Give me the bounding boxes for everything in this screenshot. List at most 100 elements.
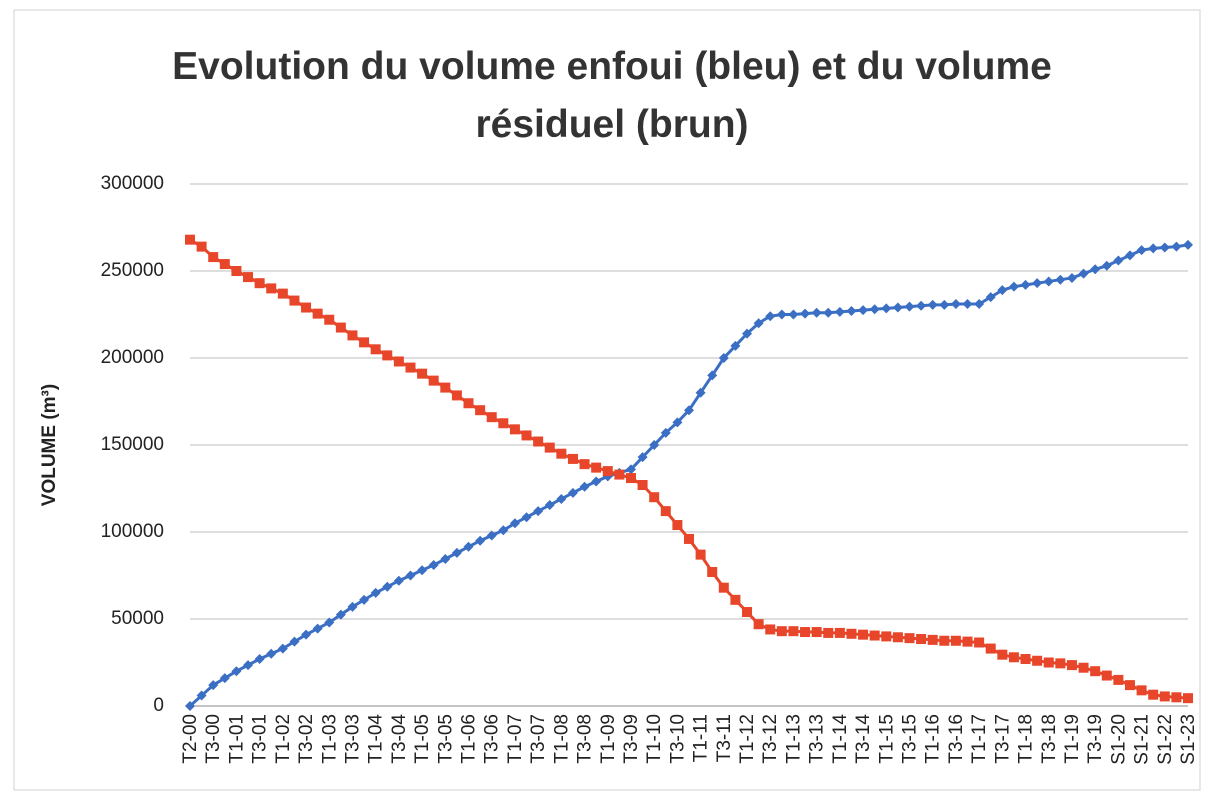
marker: [1066, 272, 1077, 283]
marker: [1183, 693, 1193, 704]
marker: [509, 424, 520, 435]
x-tick-label: S1-23: [1178, 714, 1199, 765]
marker: [742, 328, 753, 339]
marker: [684, 405, 694, 416]
marker: [649, 440, 660, 450]
x-tick-label: T3-01: [250, 714, 271, 764]
x-tick-label: T3-00: [203, 714, 224, 764]
marker: [231, 666, 242, 677]
marker: [869, 630, 880, 641]
marker: [892, 302, 903, 313]
marker: [788, 309, 799, 320]
x-tick-label: T3-13: [807, 714, 828, 764]
marker: [219, 259, 230, 270]
x-tick-label: T3-15: [900, 714, 921, 764]
marker: [556, 448, 567, 459]
marker: [927, 299, 938, 310]
x-tick-label: T1-10: [644, 714, 665, 764]
marker: [625, 473, 636, 484]
marker: [892, 632, 903, 643]
marker: [231, 266, 242, 276]
marker: [927, 634, 938, 645]
x-tick-label: T3-07: [528, 714, 549, 764]
x-tick-label: T3-02: [296, 714, 317, 764]
x-tick-label: T1-07: [505, 714, 526, 764]
x-tick-label: T3-05: [435, 714, 456, 764]
marker: [533, 436, 544, 447]
marker: [811, 307, 822, 318]
x-tick-label: S1-21: [1132, 714, 1153, 765]
marker: [486, 530, 497, 541]
marker: [428, 560, 439, 571]
marker: [997, 285, 1008, 296]
marker: [742, 607, 753, 618]
x-tick-label: T3-18: [1039, 714, 1060, 764]
marker: [858, 305, 869, 316]
marker: [869, 304, 880, 315]
marker: [254, 654, 265, 665]
marker: [776, 309, 787, 320]
marker: [533, 506, 544, 517]
marker: [974, 299, 985, 310]
marker: [451, 547, 462, 558]
marker: [1113, 674, 1124, 685]
marker: [985, 643, 996, 654]
marker: [858, 629, 869, 640]
x-tick-label: T3-11: [714, 714, 735, 762]
x-tick-label: T3-12: [760, 714, 781, 764]
marker: [440, 553, 451, 564]
marker: [440, 382, 451, 393]
marker: [301, 302, 312, 313]
marker: [707, 370, 718, 381]
marker: [962, 636, 973, 647]
marker: [335, 322, 346, 333]
marker: [1032, 655, 1043, 666]
marker: [219, 673, 230, 684]
marker: [1171, 241, 1182, 252]
marker: [800, 308, 811, 319]
marker: [962, 299, 973, 310]
marker: [985, 292, 996, 303]
marker: [846, 628, 857, 639]
marker: [208, 252, 219, 263]
marker: [1066, 660, 1077, 671]
marker: [1090, 264, 1101, 275]
marker: [544, 442, 555, 453]
y-tick-label: 100000: [101, 521, 164, 542]
x-tick-label: T1-18: [1016, 714, 1037, 764]
x-tick-label: T1-03: [319, 714, 340, 764]
y-tick-label: 50000: [111, 608, 164, 629]
marker: [1136, 245, 1147, 256]
x-tick-label: T1-17: [969, 714, 990, 764]
x-tick-label: T3-04: [389, 714, 410, 764]
marker: [243, 272, 254, 283]
marker: [498, 418, 509, 429]
marker: [672, 520, 683, 531]
marker: [1159, 691, 1170, 702]
marker: [1124, 250, 1135, 261]
marker: [359, 337, 370, 348]
marker: [312, 308, 323, 319]
marker: [1008, 652, 1019, 663]
marker: [185, 701, 195, 711]
marker: [753, 619, 764, 630]
series-line: [188, 243, 1189, 708]
marker: [1043, 276, 1054, 287]
marker: [730, 594, 741, 605]
marker: [498, 525, 509, 536]
x-tick-label: T3-09: [621, 714, 642, 764]
marker: [939, 635, 950, 646]
marker: [1124, 680, 1135, 691]
x-tick-label: T1-19: [1062, 714, 1083, 764]
marker: [695, 549, 706, 560]
x-tick-label: T3-08: [575, 714, 596, 764]
marker: [417, 565, 428, 576]
marker: [289, 636, 300, 647]
marker: [823, 307, 834, 318]
marker: [301, 629, 312, 640]
marker: [614, 469, 625, 480]
marker: [463, 398, 474, 409]
x-tick-label: T3-10: [667, 714, 688, 764]
marker: [347, 601, 358, 612]
